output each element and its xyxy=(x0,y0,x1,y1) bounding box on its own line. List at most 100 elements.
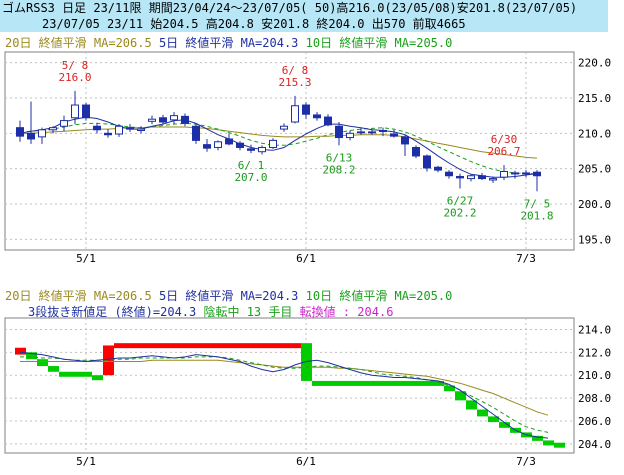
candle-body xyxy=(214,141,222,148)
annotation-date: 6/27 xyxy=(447,194,474,207)
status-label: 陰転中 13 手目 xyxy=(203,305,293,319)
top-ma5-line xyxy=(19,116,538,178)
candle-body xyxy=(49,127,57,131)
candle-body xyxy=(357,131,365,134)
bottom-ma20-line xyxy=(20,359,549,416)
candle-body xyxy=(456,175,464,179)
candle-body xyxy=(71,104,79,119)
bottom-y-tick-label: 206.0 xyxy=(578,415,611,428)
annotation-date: 6/ 8 xyxy=(282,64,309,77)
line-break-brick xyxy=(499,422,510,428)
bottom-y-tick-label: 204.0 xyxy=(578,438,611,451)
candle-body xyxy=(302,104,310,115)
line-break-brick xyxy=(477,409,488,417)
legend-bottom-ma20: 20日 終値平滑 MA=206.5 xyxy=(5,289,152,303)
line-break-brick xyxy=(48,366,59,372)
top-y-tick-label: 215.0 xyxy=(578,92,611,105)
bottom-x-tick-label: 6/1 xyxy=(296,455,316,468)
candle-body xyxy=(16,127,24,137)
bottom-plot-frame xyxy=(4,317,575,454)
legend-bottom-ma5: 5日 終値平滑 MA=204.3 xyxy=(158,289,299,303)
top-ma10-line xyxy=(19,122,537,175)
candle-body xyxy=(313,114,321,119)
candle-body xyxy=(225,138,233,145)
candle-body xyxy=(126,127,134,130)
bottom-x-tick-label: 7/3 xyxy=(516,455,536,468)
line-break-brick xyxy=(543,440,554,446)
line-break-brick xyxy=(26,352,37,360)
candle-body xyxy=(368,131,376,134)
annotation-value: 207.0 xyxy=(234,171,267,184)
bottom-ma5-line xyxy=(19,351,549,439)
line-break-brick xyxy=(114,343,301,349)
candle-body xyxy=(236,142,244,148)
candle-body xyxy=(38,129,46,138)
line-break-brick xyxy=(312,380,444,386)
top-plot-frame xyxy=(4,51,575,251)
candle-body xyxy=(280,125,288,130)
annotation-value: 206.7 xyxy=(487,145,520,158)
line-break-brick xyxy=(532,435,543,441)
annotation-date: 6/30 xyxy=(491,133,518,146)
line-break-brick xyxy=(92,375,103,381)
top-y-tick-label: 220.0 xyxy=(578,57,611,70)
candle-body xyxy=(533,171,541,177)
top-y-tick-label: 210.0 xyxy=(578,127,611,140)
candle-body xyxy=(423,155,431,169)
line-break-brick xyxy=(15,347,26,355)
candle-body xyxy=(27,132,35,140)
candle-body xyxy=(401,136,409,145)
bottom-y-tick-label: 208.0 xyxy=(578,392,611,405)
candle-body xyxy=(82,104,90,119)
line-break-brick xyxy=(59,371,92,377)
candle-body xyxy=(522,172,530,175)
annotation-date: 7/ 5 xyxy=(524,197,551,210)
line-break-brick xyxy=(444,385,455,392)
candle-body xyxy=(500,171,508,178)
line-break-brick xyxy=(37,359,48,367)
candle-body xyxy=(467,175,475,180)
line-break-brick xyxy=(554,442,565,448)
legend-bottom: 20日 終値平滑 MA=206.5 5日 終値平滑 MA=204.3 10日 終… xyxy=(5,289,452,303)
candle-body xyxy=(60,120,68,127)
candle-body xyxy=(412,146,420,157)
legend-top-ma20: 20日 終値平滑 MA=206.5 xyxy=(5,36,152,50)
candle-body xyxy=(181,115,189,124)
candle-body xyxy=(379,129,387,132)
candle-body xyxy=(445,171,453,177)
candle-body xyxy=(269,139,277,148)
candle-body xyxy=(93,125,101,131)
top-x-tick-label: 5/1 xyxy=(76,252,96,265)
annotation-value: 202.2 xyxy=(443,206,476,219)
bottom-y-tick-label: 212.0 xyxy=(578,346,611,359)
candle-body xyxy=(148,118,156,122)
top-ma20-line xyxy=(19,126,538,159)
top-y-tick-label: 200.0 xyxy=(578,198,611,211)
annotation-date: 5/ 8 xyxy=(62,59,89,72)
top-x-tick-label: 6/1 xyxy=(296,252,316,265)
bottom-ma10-line xyxy=(20,356,549,433)
candle-body xyxy=(159,117,167,123)
candle-body xyxy=(104,132,112,136)
legend-top-ma5: 5日 終値平滑 MA=204.3 xyxy=(158,36,299,50)
top-x-tick-label: 7/3 xyxy=(516,252,536,265)
candle-body xyxy=(137,128,145,131)
candle-body xyxy=(511,172,519,175)
candle-body xyxy=(489,178,497,181)
legend-bottom-ma10: 10日 終値平滑 MA=205.0 xyxy=(305,289,453,303)
annotation-value: 201.8 xyxy=(520,209,553,222)
candle-body xyxy=(258,146,266,153)
candle-body xyxy=(390,133,398,137)
candle-body xyxy=(203,144,211,149)
legend-top-ma10: 10日 終値平滑 MA=205.0 xyxy=(305,36,453,50)
candle-body xyxy=(192,125,200,141)
header-line-2: 23/07/05 23/11 始204.5 高204.8 安201.8 終204… xyxy=(0,16,608,32)
candle-body xyxy=(335,125,343,139)
annotation-value: 215.3 xyxy=(278,76,311,89)
annotation-date: 6/13 xyxy=(326,151,353,164)
line-break-brick xyxy=(488,416,499,423)
candle-body xyxy=(247,148,255,151)
candle-body xyxy=(170,115,178,121)
